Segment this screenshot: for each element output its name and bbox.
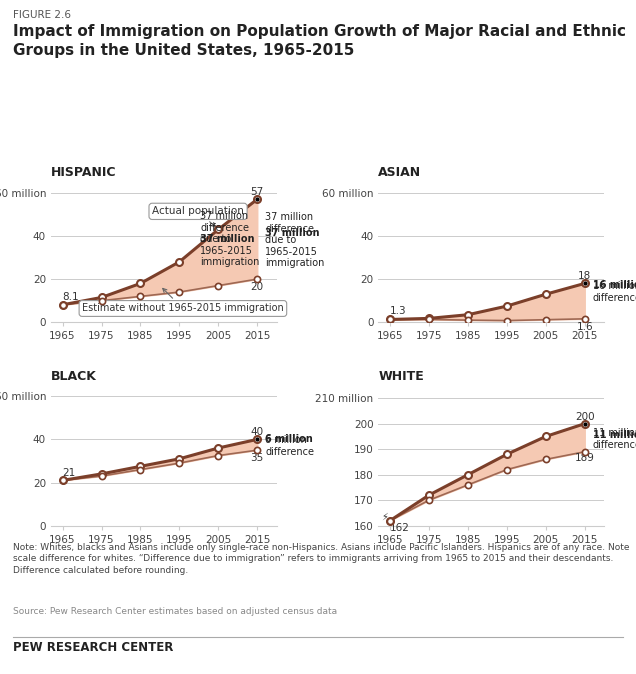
Text: 57: 57 (251, 187, 264, 197)
Point (174, 458, 184, 468)
Text: 37 million
difference
due to
1965-2015
immigration: 37 million difference due to 1965-2015 i… (265, 212, 324, 268)
Text: 1.3: 1.3 (390, 306, 406, 316)
Point (174, 454, 184, 464)
Point (213, 450, 223, 461)
Text: Source: Pew Research Center estimates based on adjusted census data: Source: Pew Research Center estimates ba… (13, 607, 337, 615)
Point (213, 224, 223, 235)
Text: 37 million
difference
due to
1965-2015
immigration: 37 million difference due to 1965-2015 i… (200, 211, 259, 268)
Point (385, 314, 395, 325)
Text: 6 million: 6 million (265, 434, 313, 444)
Text: BLACK: BLACK (51, 370, 97, 383)
Text: 18: 18 (578, 271, 591, 281)
Point (502, 301, 512, 311)
Text: FIGURE 2.6: FIGURE 2.6 (13, 10, 71, 20)
Point (541, 454, 551, 465)
Text: 11 million
difference: 11 million difference (593, 428, 636, 450)
Point (213, 280, 223, 291)
Point (385, 515, 395, 526)
Text: 16 million: 16 million (593, 280, 636, 290)
Point (174, 256, 184, 267)
Text: ASIAN: ASIAN (378, 166, 422, 179)
Point (57, 299, 67, 310)
Point (541, 431, 551, 442)
Point (174, 286, 184, 297)
Point (57, 475, 67, 486)
Text: 35: 35 (251, 454, 264, 464)
Point (135, 291, 146, 302)
Text: 1.6: 1.6 (576, 322, 593, 332)
Text: Note: Whites, blacks and Asians include only single-race non-Hispanics. Asians i: Note: Whites, blacks and Asians include … (13, 543, 629, 575)
Text: HISPANIC: HISPANIC (51, 166, 116, 179)
Point (97, 468, 107, 479)
Point (502, 449, 512, 460)
Point (135, 464, 146, 475)
Point (385, 515, 395, 526)
Point (463, 315, 473, 326)
Text: WHITE: WHITE (378, 370, 424, 383)
Point (502, 464, 512, 475)
Text: ⚡: ⚡ (381, 512, 387, 522)
Text: Estimate without 1965-2015 immigration: Estimate without 1965-2015 immigration (82, 288, 284, 313)
Point (424, 495, 434, 506)
Point (135, 461, 146, 472)
Point (424, 490, 434, 501)
Text: 16 million
difference: 16 million difference (593, 281, 636, 303)
Text: 162: 162 (390, 523, 410, 533)
Text: 37 million: 37 million (265, 228, 319, 238)
Point (135, 278, 146, 289)
Point (579, 446, 590, 457)
Point (97, 292, 107, 303)
Text: 37 million: 37 million (200, 235, 255, 244)
Point (579, 419, 590, 429)
Point (502, 315, 512, 326)
Point (252, 445, 262, 456)
Point (463, 309, 473, 320)
Point (424, 314, 434, 325)
Text: 189: 189 (575, 453, 595, 463)
Text: 20: 20 (251, 282, 264, 293)
Text: 40: 40 (251, 427, 264, 437)
Point (463, 469, 473, 480)
Point (541, 289, 551, 300)
Point (579, 278, 590, 289)
Point (213, 443, 223, 454)
Point (57, 475, 67, 486)
Point (57, 299, 67, 310)
Point (541, 314, 551, 325)
Point (385, 314, 395, 325)
Point (252, 274, 262, 284)
Point (424, 313, 434, 324)
Point (463, 479, 473, 490)
Point (252, 194, 262, 205)
Text: 11 million: 11 million (593, 430, 636, 440)
Point (97, 295, 107, 306)
Text: Impact of Immigration on Population Growth of Major Racial and Ethnic
Groups in : Impact of Immigration on Population Grow… (13, 24, 626, 59)
Point (252, 434, 262, 445)
Text: 6 million
difference: 6 million difference (265, 435, 314, 457)
Point (97, 470, 107, 481)
Point (579, 313, 590, 324)
Text: Actual population: Actual population (152, 206, 244, 226)
Text: 21: 21 (62, 468, 76, 479)
Text: PEW RESEARCH CENTER: PEW RESEARCH CENTER (13, 641, 173, 654)
Text: 200: 200 (575, 412, 595, 423)
Text: 8.1: 8.1 (62, 292, 80, 301)
